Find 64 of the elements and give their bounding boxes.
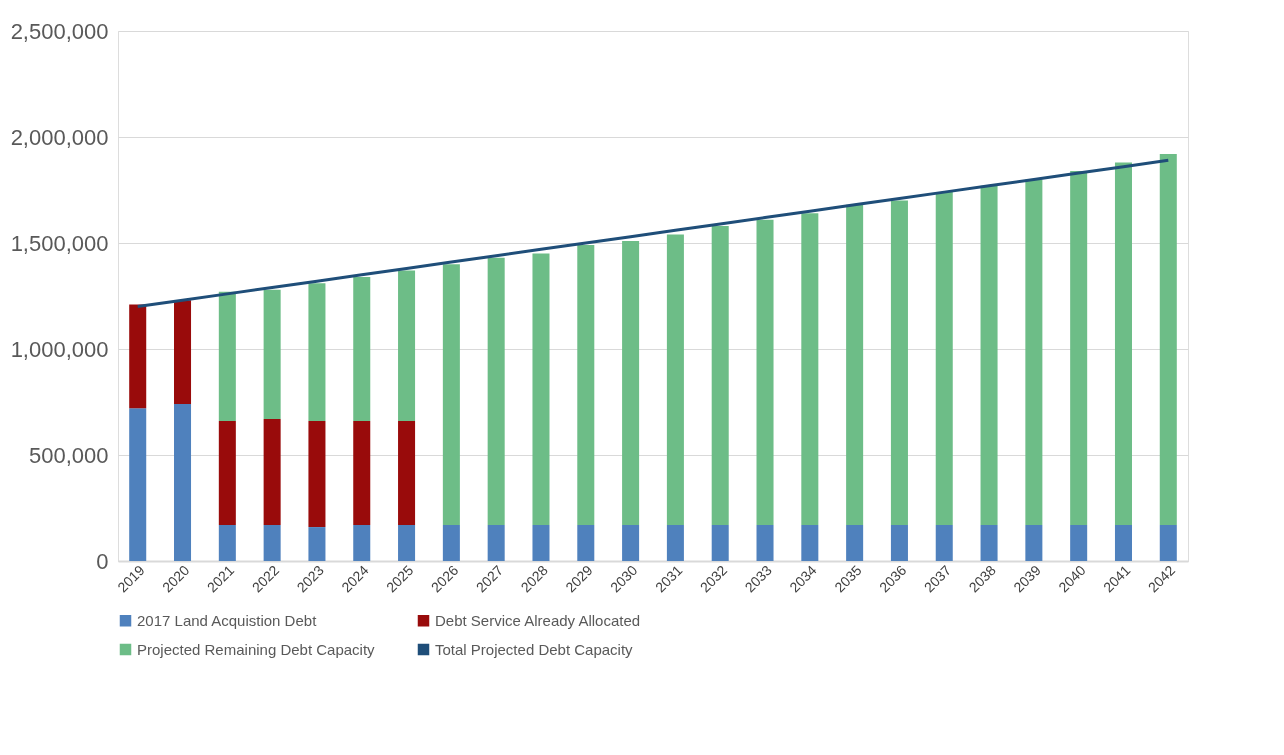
bar: [577, 245, 595, 525]
legend-label: Total Projected Debt Capacity: [435, 640, 634, 658]
bar: [846, 524, 864, 561]
bar: [801, 213, 819, 525]
bar: [666, 524, 684, 561]
legend-label: 2017 Land Acquistion Debt: [137, 611, 318, 629]
bar: [398, 421, 416, 525]
y-tick-label: 2,500,000: [10, 18, 109, 44]
bar: [308, 283, 326, 422]
bar: [711, 226, 729, 525]
bar: [353, 421, 371, 525]
legend-label: Projected Remaining Debt Capacity: [137, 640, 376, 658]
bar: [398, 270, 416, 422]
y-tick-label: 1,000,000: [10, 336, 109, 362]
y-tick-label: 1,500,000: [10, 230, 109, 256]
bar: [577, 524, 595, 561]
bar: [487, 257, 505, 525]
bar: [442, 524, 460, 561]
bar: [1114, 162, 1132, 525]
bar: [846, 204, 864, 525]
bar: [1025, 524, 1043, 561]
bar: [1159, 524, 1177, 561]
bar: [1114, 524, 1132, 561]
bar: [129, 304, 147, 409]
bar: [532, 524, 550, 561]
bar: [890, 200, 908, 525]
line-series: [136, 158, 1170, 309]
bar: [442, 264, 460, 525]
bar: [935, 192, 953, 525]
bar: [487, 524, 505, 561]
bar: [263, 418, 281, 525]
y-tick-label: 500,000: [28, 442, 109, 468]
bar: [980, 524, 998, 561]
bar: [218, 524, 236, 561]
bar: [532, 253, 550, 525]
y-tick-label: 2,000,000: [10, 124, 109, 150]
bar: [353, 524, 371, 561]
bar: [622, 240, 640, 525]
bar: [398, 524, 416, 561]
bar: [308, 421, 326, 528]
bar: [666, 234, 684, 525]
y-tick-label: 0: [96, 548, 109, 574]
bar: [801, 524, 819, 561]
bar: [756, 524, 774, 561]
bar: [129, 408, 147, 561]
bar: [218, 291, 236, 422]
bar: [1070, 170, 1088, 525]
bar: [174, 404, 192, 561]
bar: [263, 524, 281, 561]
bar: [1025, 179, 1043, 525]
bar: [980, 185, 998, 525]
bar: [935, 524, 953, 561]
bar: [1070, 524, 1088, 561]
bar: [308, 527, 326, 561]
bar: [711, 524, 729, 561]
bar: [353, 276, 371, 422]
bar: [218, 421, 236, 525]
bar: [890, 524, 908, 561]
bar: [622, 524, 640, 561]
legend-label: Debt Service Already Allocated: [435, 611, 641, 629]
bar: [756, 219, 774, 525]
bar: [263, 289, 281, 419]
bar: [174, 300, 192, 405]
bar: [1159, 153, 1177, 525]
